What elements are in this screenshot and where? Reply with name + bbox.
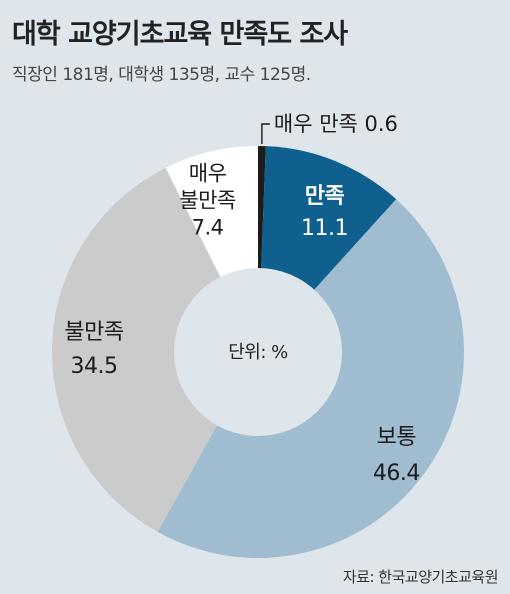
slice-label-2-line-2: 11.1 bbox=[301, 216, 348, 241]
chart-title: 대학 교양기초교육 만족도 조사 bbox=[12, 19, 348, 50]
slice-label-5-line-3: 7.4 bbox=[192, 216, 224, 240]
slice-label-4-line-1: 불만족 bbox=[64, 320, 123, 345]
slice-label-5-line-1: 매우 bbox=[189, 162, 227, 186]
slice-label-1: 매우 만족 0.6 bbox=[274, 112, 398, 136]
slice-label-2-line-1: 만족 bbox=[305, 184, 345, 209]
leader-line-very-satisfied bbox=[261, 123, 270, 145]
center-unit-label: 단위: % bbox=[228, 342, 288, 363]
slice-4 bbox=[51, 167, 258, 532]
source-note: 자료: 한국교양기초교육원 bbox=[342, 568, 499, 586]
slice-label-3-line-2: 46.4 bbox=[373, 461, 420, 486]
slice-label-3-line-1: 보통 bbox=[377, 425, 417, 450]
slices-group bbox=[51, 146, 465, 559]
chart-subtitle: 직장인 181명, 대학생 135명, 교수 125명. bbox=[12, 65, 311, 85]
donut-hole bbox=[174, 268, 342, 436]
slice-label-4-line-2: 34.5 bbox=[71, 354, 118, 379]
slice-label-5-line-2: 불만족 bbox=[179, 189, 236, 213]
